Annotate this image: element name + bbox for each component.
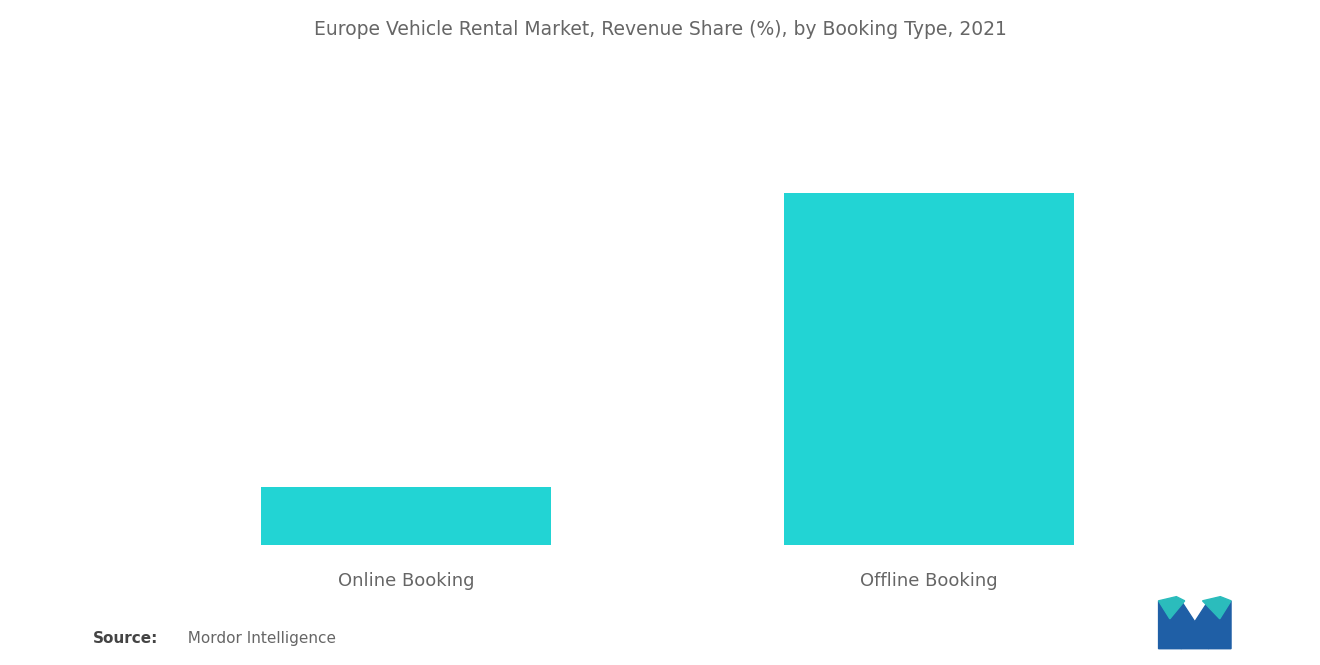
Text: Online Booking: Online Booking: [338, 573, 474, 591]
Text: Mordor Intelligence: Mordor Intelligence: [178, 631, 337, 646]
Polygon shape: [1181, 601, 1209, 649]
Polygon shape: [1203, 597, 1232, 618]
Polygon shape: [1159, 597, 1185, 618]
Polygon shape: [1209, 601, 1232, 649]
Bar: [261, 487, 552, 545]
Text: Source:: Source:: [92, 631, 158, 646]
Bar: [784, 193, 1074, 545]
Text: Offline Booking: Offline Booking: [859, 573, 998, 591]
Text: Europe Vehicle Rental Market, Revenue Share (%), by Booking Type, 2021: Europe Vehicle Rental Market, Revenue Sh…: [314, 20, 1006, 39]
Polygon shape: [1159, 601, 1181, 649]
